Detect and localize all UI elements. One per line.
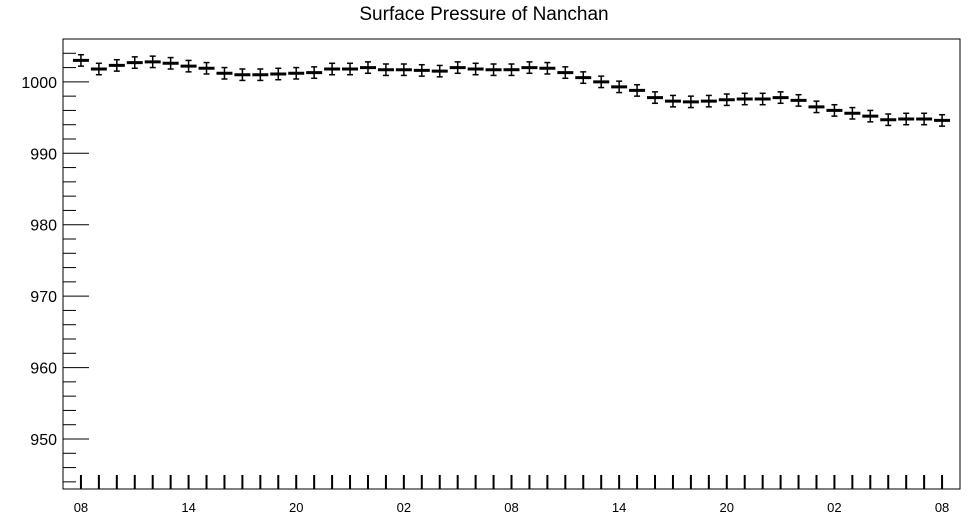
data-point	[539, 61, 556, 75]
data-point	[108, 58, 125, 72]
chart-title: Surface Pressure of Nanchan	[359, 4, 609, 25]
x-tick-label: 08	[74, 500, 88, 515]
x-tick-label: 08	[504, 500, 518, 515]
y-tick-label: 960	[30, 361, 57, 378]
data-point	[144, 55, 161, 69]
data-point	[431, 64, 448, 78]
data-point	[126, 56, 143, 70]
data-point	[647, 91, 664, 105]
data-point	[718, 93, 735, 107]
x-axis: 08 14 20 02 08 14 20 02 08	[74, 475, 949, 515]
data-point	[772, 91, 789, 105]
data-point	[826, 103, 843, 117]
y-axis: 950 960 970 980 990 1000	[21, 38, 89, 483]
x-tick-label: 02	[827, 500, 841, 515]
data-point	[790, 93, 807, 107]
data-point	[306, 66, 323, 80]
x-tick-label: 20	[289, 500, 303, 515]
data-point	[503, 63, 520, 77]
x-tick-label: 14	[612, 500, 626, 515]
data-point	[916, 112, 933, 126]
y-tick-label: 980	[30, 218, 57, 235]
data-point	[593, 75, 610, 89]
data-point	[270, 67, 287, 81]
y-tick-label: 1000	[21, 75, 57, 92]
data-point	[880, 113, 897, 127]
data-point	[521, 61, 538, 75]
data-point	[252, 68, 269, 82]
data-point	[162, 56, 179, 70]
x-tick-label: 02	[397, 500, 411, 515]
plot-frame	[62, 38, 961, 490]
data-point	[682, 95, 699, 109]
data-point	[611, 80, 628, 94]
x-tick-label: 20	[720, 500, 734, 515]
data-point	[629, 83, 646, 97]
x-tick-label: 14	[181, 500, 195, 515]
data-point	[413, 63, 430, 77]
data-point	[898, 112, 915, 126]
data-point	[575, 71, 592, 85]
data-point	[342, 62, 359, 76]
data-point	[754, 92, 771, 106]
data-point	[395, 63, 412, 77]
data-point	[180, 59, 197, 73]
data-point	[288, 66, 305, 80]
data-point	[844, 106, 861, 120]
data-point	[736, 92, 753, 106]
data-point	[700, 94, 717, 108]
data-point	[90, 62, 107, 76]
y-tick-label: 950	[30, 432, 57, 449]
data-point	[485, 63, 502, 77]
data-point	[359, 61, 376, 75]
data-point	[557, 66, 574, 80]
data-point	[467, 62, 484, 76]
data-point	[216, 66, 233, 80]
data-point	[198, 61, 215, 75]
x-tick-label: 08	[935, 500, 949, 515]
data-point	[324, 62, 341, 76]
data-point	[664, 94, 681, 108]
data-point	[377, 63, 394, 77]
data-point	[934, 113, 951, 127]
data-points	[72, 53, 951, 127]
data-point	[808, 100, 825, 114]
data-point	[72, 53, 89, 67]
data-point	[862, 109, 879, 123]
data-point	[449, 61, 466, 75]
y-tick-label: 970	[30, 289, 57, 306]
data-point	[234, 68, 251, 82]
y-tick-label: 990	[30, 146, 57, 163]
